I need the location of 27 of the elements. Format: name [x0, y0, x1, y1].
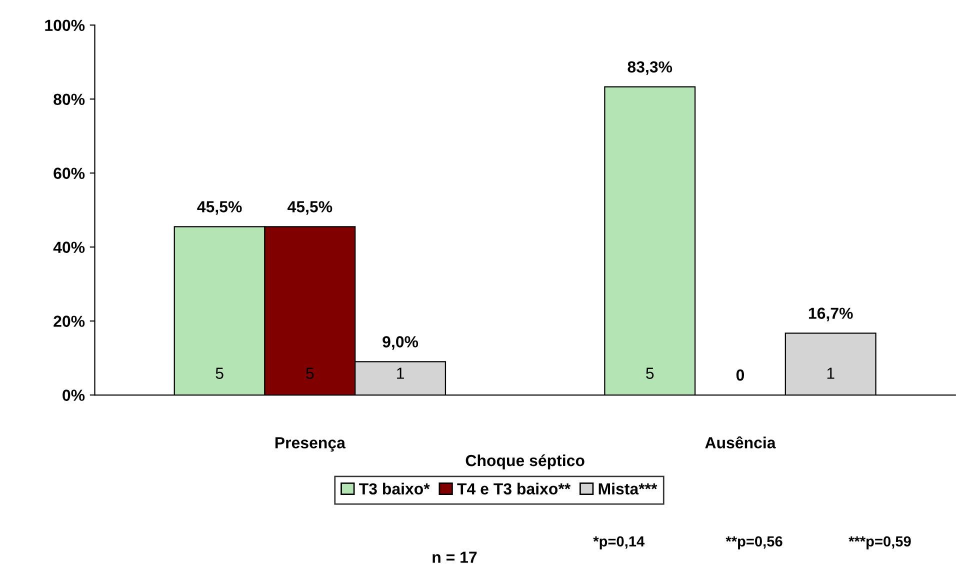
data-label: 45,5% [197, 201, 242, 215]
annotation: 1 [827, 368, 834, 379]
y-tick-label: 80% [54, 94, 85, 106]
legend-label: T4 e T3 baixo** [457, 482, 571, 495]
y-tick-label: 0% [62, 390, 85, 401]
x-axis-title: Choque séptico [466, 454, 584, 470]
text: **p=0,56 [726, 536, 782, 550]
text: ***p=0,59 [848, 536, 911, 550]
data-label: 83,3% [628, 61, 672, 75]
text: *p=0,14 [593, 536, 645, 550]
annotation: 5 [306, 368, 314, 379]
data-label: 9,0% [382, 336, 418, 350]
legend-label: Mista*** [598, 482, 658, 495]
y-tick-label: 100% [45, 20, 85, 32]
x-tick-label: Presença [275, 437, 346, 452]
annotation: 5 [216, 368, 224, 379]
text: n = 17 [432, 552, 477, 563]
data-label: 45,5% [288, 201, 332, 215]
y-tick-label: 20% [54, 316, 85, 327]
legend-label: T3 baixo* [359, 482, 430, 495]
annotation: 1 [397, 368, 404, 379]
y-tick-label: 40% [53, 242, 85, 253]
data-label: 16,7% [808, 308, 853, 322]
y-tick-label: 60% [54, 168, 85, 179]
annotation: 5 [646, 368, 654, 379]
data-label: 0 [736, 369, 744, 381]
x-tick-label: Ausência [705, 436, 776, 448]
